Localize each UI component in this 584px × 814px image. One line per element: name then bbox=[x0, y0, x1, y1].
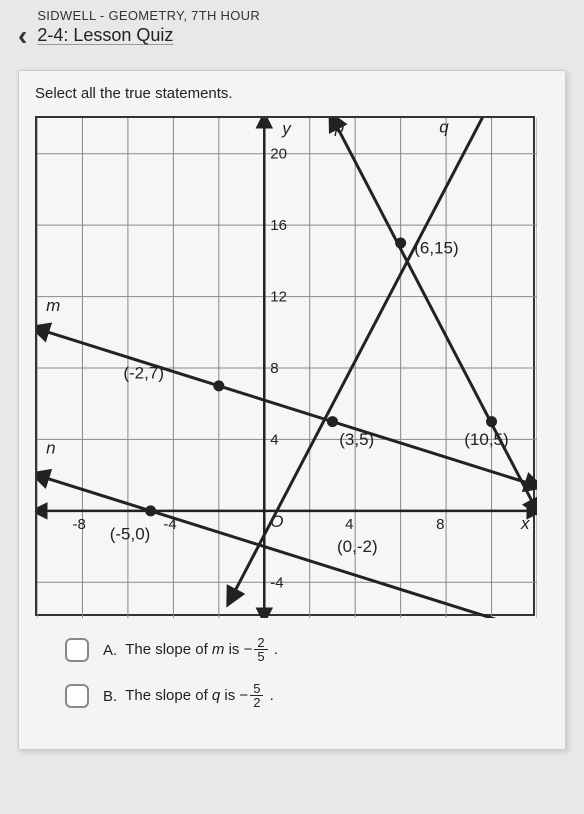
svg-text:-8: -8 bbox=[72, 516, 85, 533]
svg-text:20: 20 bbox=[270, 146, 287, 163]
svg-text:q: q bbox=[439, 118, 449, 136]
option-checkbox-b[interactable] bbox=[65, 684, 89, 708]
svg-text:n: n bbox=[46, 439, 55, 458]
svg-text:(3,5): (3,5) bbox=[339, 430, 374, 449]
page-title: 2-4: Lesson Quiz bbox=[37, 25, 260, 46]
back-button[interactable]: ‹ bbox=[18, 20, 27, 52]
svg-text:16: 16 bbox=[270, 217, 287, 234]
svg-text:8: 8 bbox=[436, 516, 444, 533]
svg-text:-4: -4 bbox=[270, 574, 283, 591]
option-checkbox-a[interactable] bbox=[65, 638, 89, 662]
option-label: A. The slope of m is −25 . bbox=[103, 636, 278, 664]
question-text: Select all the true statements. bbox=[35, 85, 549, 102]
svg-text:8: 8 bbox=[270, 360, 278, 377]
breadcrumb: SIDWELL - GEOMETRY, 7TH HOUR bbox=[37, 8, 260, 23]
svg-text:x: x bbox=[520, 514, 530, 533]
svg-text:(10,5): (10,5) bbox=[464, 430, 508, 449]
answer-options: A. The slope of m is −25 . B. The slope of … bbox=[65, 636, 549, 711]
coordinate-graph: -8-448-448121620Oxymnpq(-2,7)(-5,0)(3,5)… bbox=[35, 116, 535, 616]
question-card: Select all the true statements. -8-448-4… bbox=[18, 70, 566, 750]
option-row: B. The slope of q is −52 . bbox=[65, 682, 549, 710]
svg-text:(6,15): (6,15) bbox=[414, 239, 458, 258]
svg-text:4: 4 bbox=[345, 516, 353, 533]
option-text: The slope of q is −52 . bbox=[125, 682, 274, 710]
svg-text:12: 12 bbox=[270, 289, 287, 306]
svg-text:m: m bbox=[46, 296, 60, 315]
svg-text:y: y bbox=[281, 119, 292, 138]
svg-text:4: 4 bbox=[270, 431, 278, 448]
option-row: A. The slope of m is −25 . bbox=[65, 636, 549, 664]
option-letter: B. bbox=[103, 688, 117, 705]
option-letter: A. bbox=[103, 642, 117, 659]
svg-text:(0,-2): (0,-2) bbox=[337, 537, 378, 556]
option-text: The slope of m is −25 . bbox=[125, 636, 278, 664]
svg-text:(-5,0): (-5,0) bbox=[110, 524, 151, 543]
option-label: B. The slope of q is −52 . bbox=[103, 682, 274, 710]
svg-text:(-2,7): (-2,7) bbox=[123, 364, 164, 383]
